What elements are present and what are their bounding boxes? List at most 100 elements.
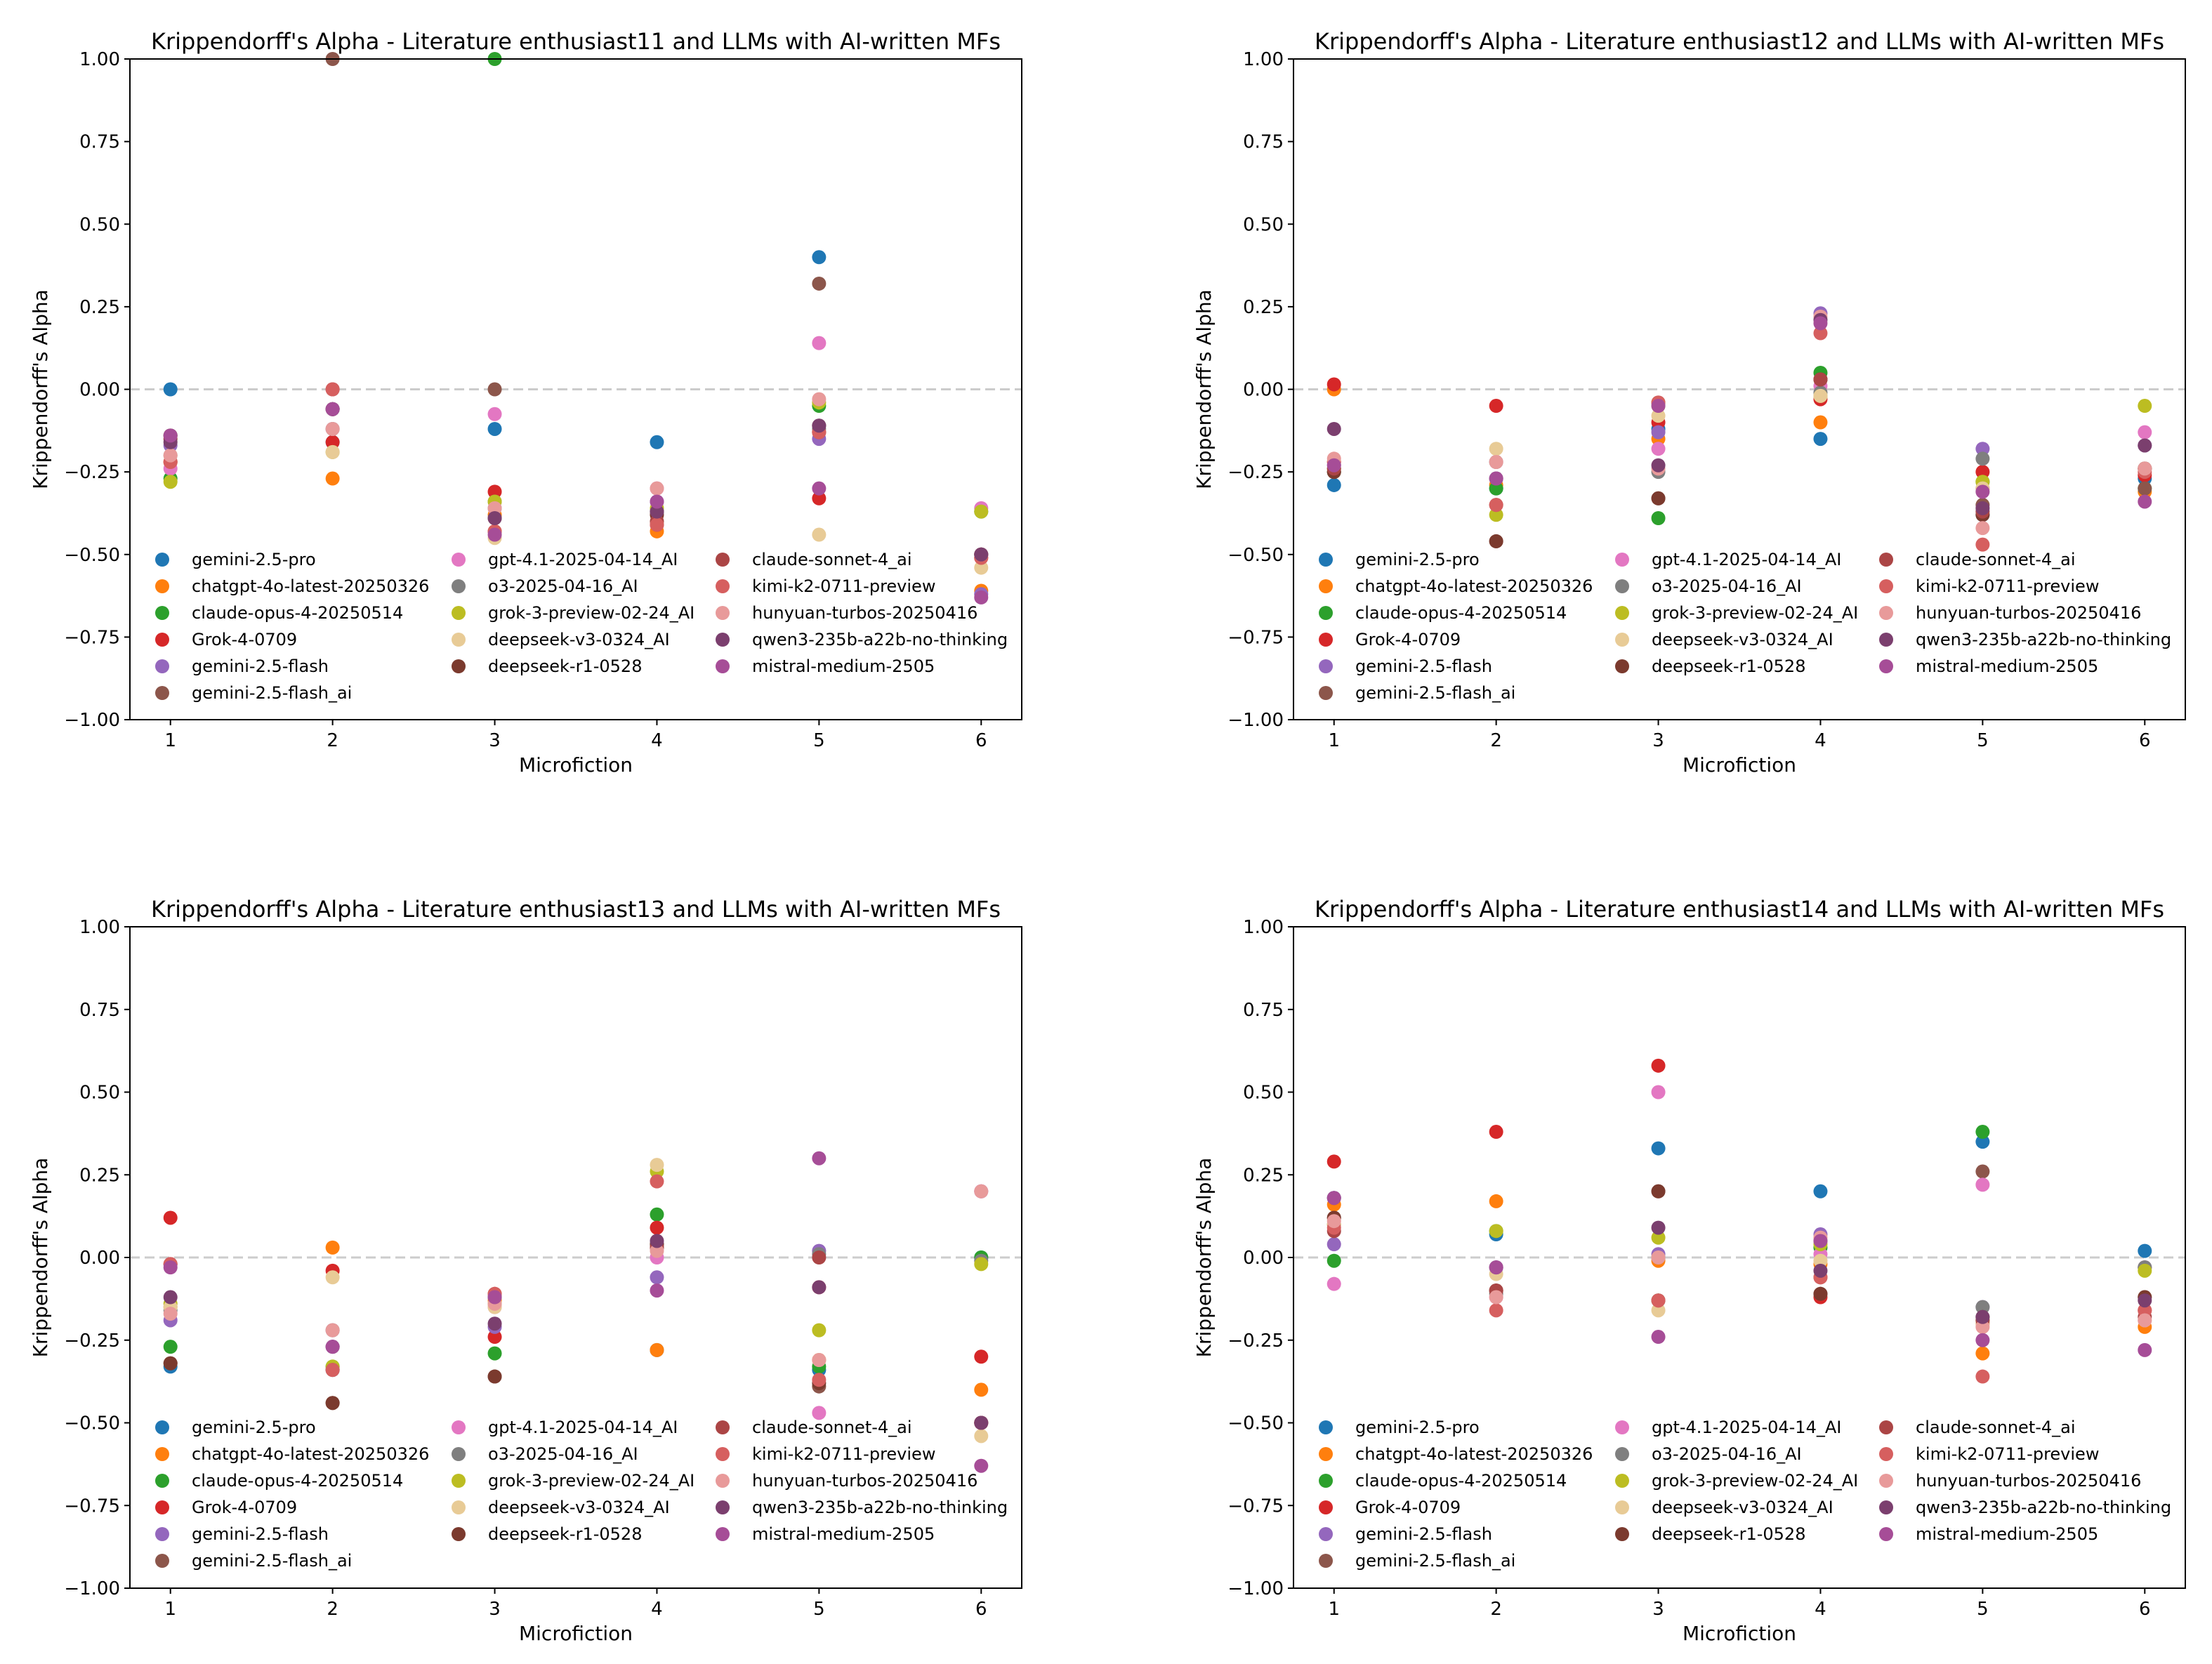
legend-label: deepseek-r1-0528 — [1652, 1524, 1805, 1544]
data-point — [487, 1316, 502, 1331]
x-tick-label: 4 — [651, 1599, 663, 1620]
legend-label: qwen3-235b-a22b-no-thinking — [1916, 1498, 2171, 1517]
legend-label: gpt-4.1-2025-04-14_AI — [1652, 1418, 1841, 1437]
legend-item: o3-2025-04-16_AI — [452, 576, 638, 596]
data-point — [1489, 498, 1503, 513]
data-point — [1326, 1191, 1341, 1206]
series-7 — [163, 336, 989, 515]
x-tick-label: 2 — [1490, 1599, 1502, 1620]
data-point — [1975, 484, 1990, 499]
legend-label: mistral-medium-2505 — [1916, 656, 2098, 676]
series-14 — [163, 1184, 989, 1368]
y-tick-label: 0.50 — [79, 1083, 120, 1104]
data-point — [974, 1382, 989, 1397]
legend-marker — [1319, 686, 1333, 700]
legend: gemini-2.5-pro chatgpt-4o-latest-20250326… — [155, 550, 1008, 703]
data-point — [1975, 1177, 1990, 1192]
data-point — [1813, 1253, 1828, 1268]
data-point — [974, 1184, 989, 1199]
legend-marker — [452, 659, 466, 673]
legend-marker — [1879, 1527, 1893, 1541]
series-2 — [163, 425, 989, 598]
legend-marker — [1879, 1500, 1893, 1514]
legend-item: kimi-k2-0711-preview — [716, 1444, 935, 1464]
data-point — [325, 1323, 340, 1338]
legend: gemini-2.5-pro chatgpt-4o-latest-20250326… — [1319, 1418, 2171, 1571]
legend-marker — [716, 1474, 730, 1488]
legend-marker — [452, 1447, 466, 1461]
data-point — [2138, 481, 2152, 496]
data-point — [487, 484, 502, 499]
legend-item: mistral-medium-2505 — [716, 1524, 935, 1544]
series-16 — [163, 1151, 989, 1473]
legend-marker — [155, 606, 169, 620]
data-point — [812, 418, 827, 433]
data-point — [2138, 1313, 2152, 1328]
legend-item: claude-opus-4-20250514 — [155, 1471, 403, 1491]
series-9 — [1326, 388, 2152, 522]
legend-item: qwen3-235b-a22b-no-thinking — [716, 630, 1008, 649]
legend-marker — [452, 579, 466, 593]
legend-label: kimi-k2-0711-preview — [752, 1444, 935, 1464]
data-point — [974, 1415, 989, 1430]
legend-label: claude-sonnet-4_ai — [752, 550, 912, 569]
data-point — [1489, 471, 1503, 486]
legend-marker — [1319, 579, 1333, 593]
series-7 — [1326, 378, 2152, 496]
legend-marker — [1615, 579, 1629, 593]
legend-item: mistral-medium-2505 — [1879, 656, 2098, 676]
legend-label: o3-2025-04-16_AI — [1652, 576, 1802, 596]
legend-marker — [452, 1500, 466, 1514]
data-point — [163, 1356, 178, 1371]
data-point — [650, 481, 664, 496]
data-point — [1489, 1260, 1503, 1275]
data-point — [2138, 438, 2152, 453]
legend-label: Grok-4-0709 — [1355, 1498, 1461, 1517]
data-point — [974, 504, 989, 519]
legend-item: hunyuan-turbos-20250416 — [1879, 603, 2141, 623]
series-9 — [1326, 1217, 2152, 1328]
legend-item: deepseek-v3-0324_AI — [1615, 630, 1834, 649]
data-point — [1813, 1263, 1828, 1278]
x-tick-label: 6 — [2139, 1599, 2151, 1620]
x-tick-label: 6 — [975, 730, 987, 751]
data-point — [2138, 425, 2152, 440]
legend-item: gemini-2.5-flash — [1319, 656, 1492, 676]
legend-label: gemini-2.5-flash_ai — [1355, 683, 1515, 703]
data-point — [1326, 1237, 1341, 1252]
y-axis-label: Krippendorff's Alpha — [29, 289, 52, 489]
legend-marker — [716, 1500, 730, 1514]
data-point — [487, 407, 502, 421]
data-point — [1813, 372, 1828, 387]
data-point — [325, 1363, 340, 1378]
data-point — [487, 1330, 502, 1345]
data-point — [1975, 1309, 1990, 1324]
series-4 — [1326, 1058, 2152, 1331]
data-point — [325, 1396, 340, 1411]
data-point — [1489, 1224, 1503, 1239]
legend-marker — [1319, 1554, 1333, 1568]
data-point — [1489, 481, 1503, 496]
y-tick-label: 0.25 — [1243, 297, 1284, 318]
data-point — [487, 421, 502, 436]
data-point — [163, 1290, 178, 1305]
legend-item: chatgpt-4o-latest-20250326 — [1319, 576, 1593, 596]
subplot-2: Krippendorff's Alpha - Literature enthus… — [1192, 28, 2186, 777]
legend-item: kimi-k2-0711-preview — [1879, 576, 2099, 596]
data-point — [1651, 1085, 1666, 1100]
data-point — [812, 1406, 827, 1420]
x-tick-label: 3 — [489, 1599, 501, 1620]
legend-marker — [716, 553, 730, 567]
data-point — [1651, 1184, 1666, 1199]
legend-item: deepseek-v3-0324_AI — [452, 630, 670, 649]
y-tick-label: −0.50 — [1227, 1413, 1284, 1434]
x-tick-label: 4 — [1815, 1599, 1826, 1620]
data-point — [974, 1257, 989, 1272]
x-tick-label: 1 — [1328, 1599, 1340, 1620]
legend-marker — [1615, 606, 1629, 620]
legend-item: gemini-2.5-pro — [155, 550, 316, 569]
legend-label: Grok-4-0709 — [192, 630, 297, 649]
data-point — [650, 1243, 664, 1258]
data-point — [325, 435, 340, 449]
